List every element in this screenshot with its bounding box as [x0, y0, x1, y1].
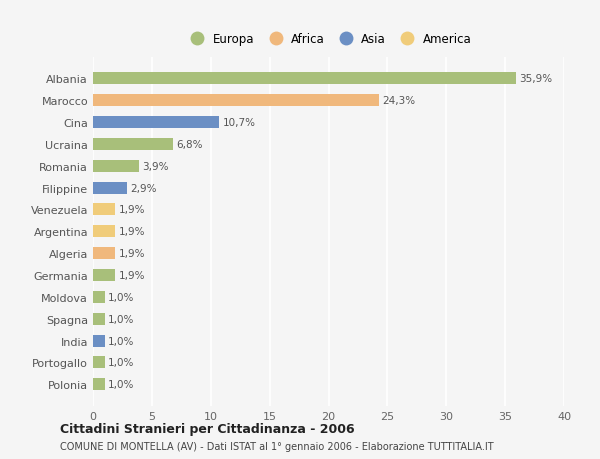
Bar: [93, 378, 105, 390]
Text: Cittadini Stranieri per Cittadinanza - 2006: Cittadini Stranieri per Cittadinanza - 2…: [60, 422, 355, 436]
Text: 1,0%: 1,0%: [109, 336, 134, 346]
Bar: [93, 335, 105, 347]
Bar: [93, 247, 115, 260]
Text: 1,9%: 1,9%: [119, 249, 145, 258]
Bar: [93, 269, 115, 281]
Text: 2,9%: 2,9%: [131, 183, 157, 193]
Text: 10,7%: 10,7%: [223, 118, 256, 128]
Bar: [93, 117, 219, 129]
Bar: [93, 95, 379, 107]
Text: 1,0%: 1,0%: [109, 292, 134, 302]
Bar: [93, 291, 105, 303]
Text: 1,0%: 1,0%: [109, 358, 134, 368]
Text: 1,9%: 1,9%: [119, 270, 145, 280]
Text: COMUNE DI MONTELLA (AV) - Dati ISTAT al 1° gennaio 2006 - Elaborazione TUTTITALI: COMUNE DI MONTELLA (AV) - Dati ISTAT al …: [60, 441, 494, 451]
Bar: [93, 313, 105, 325]
Bar: [93, 139, 173, 151]
Text: 1,0%: 1,0%: [109, 380, 134, 389]
Text: 24,3%: 24,3%: [383, 96, 416, 106]
Text: 3,9%: 3,9%: [142, 162, 169, 171]
Bar: [93, 204, 115, 216]
Text: 1,9%: 1,9%: [119, 227, 145, 237]
Bar: [93, 357, 105, 369]
Text: 1,0%: 1,0%: [109, 314, 134, 324]
Legend: Europa, Africa, Asia, America: Europa, Africa, Asia, America: [181, 28, 476, 51]
Bar: [93, 182, 127, 194]
Text: 6,8%: 6,8%: [176, 140, 203, 150]
Text: 35,9%: 35,9%: [519, 74, 553, 84]
Text: 1,9%: 1,9%: [119, 205, 145, 215]
Bar: [93, 73, 516, 85]
Bar: [93, 226, 115, 238]
Bar: [93, 160, 139, 173]
